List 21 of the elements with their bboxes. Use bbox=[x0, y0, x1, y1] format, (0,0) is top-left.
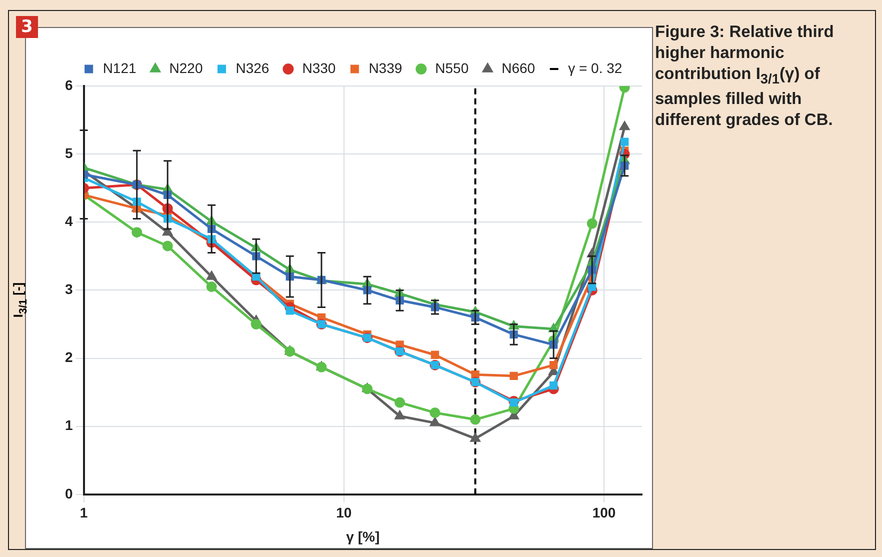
x-axis-title: γ [%] bbox=[346, 528, 380, 544]
legend-label: N121 bbox=[102, 60, 136, 76]
x-tick-label: 10 bbox=[336, 504, 352, 521]
y-tick-label: 6 bbox=[64, 76, 73, 93]
y-tick-label: 5 bbox=[64, 144, 73, 161]
y-tick-label: 0 bbox=[64, 485, 73, 502]
legend-label: N339 bbox=[368, 60, 402, 76]
legend-label: N550 bbox=[435, 60, 469, 76]
legend-label: N326 bbox=[236, 60, 270, 76]
x-tick-label: 1 bbox=[80, 504, 88, 521]
legend-label: γ = 0. 32 bbox=[568, 60, 622, 76]
legend-label: N660 bbox=[502, 60, 536, 76]
x-tick-label: 100 bbox=[592, 504, 616, 521]
caption: Figure 3: Relative third higher harmonic contribution I$_{3/1}$(γ) of samples filled with different grades of CB. bbox=[655, 22, 835, 132]
legend-label: N330 bbox=[302, 60, 336, 76]
y-tick-label: 3 bbox=[64, 281, 73, 298]
y-tick-label: 4 bbox=[64, 212, 73, 229]
y-tick-label: 2 bbox=[64, 349, 73, 366]
y-tick-label: 1 bbox=[64, 417, 73, 434]
text: 3 bbox=[16, 16, 38, 38]
legend-label: N220 bbox=[169, 60, 203, 76]
